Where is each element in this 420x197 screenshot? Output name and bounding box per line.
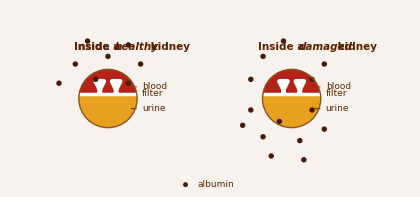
Circle shape: [126, 42, 131, 48]
Circle shape: [322, 126, 327, 132]
Circle shape: [262, 69, 321, 128]
Text: filter: filter: [318, 89, 347, 98]
Text: urine: urine: [315, 104, 349, 113]
Circle shape: [93, 77, 98, 82]
Circle shape: [309, 107, 315, 113]
Circle shape: [126, 80, 131, 86]
Circle shape: [85, 38, 90, 44]
Text: filter: filter: [134, 89, 163, 98]
Text: blood: blood: [319, 82, 351, 91]
Polygon shape: [79, 69, 137, 94]
Circle shape: [322, 61, 327, 67]
Text: kidney: kidney: [334, 42, 378, 52]
Text: albumin: albumin: [197, 180, 234, 189]
Text: kidney: kidney: [147, 42, 190, 52]
Circle shape: [56, 80, 62, 86]
Circle shape: [281, 38, 286, 44]
Text: damaged: damaged: [299, 42, 352, 52]
Circle shape: [248, 77, 254, 82]
Circle shape: [248, 107, 254, 113]
Text: Inside a: Inside a: [74, 42, 124, 52]
Circle shape: [105, 54, 111, 59]
Text: urine: urine: [131, 104, 165, 113]
Circle shape: [301, 157, 307, 163]
Circle shape: [183, 182, 188, 187]
Text: healthy: healthy: [115, 42, 159, 52]
Text: Inside a: Inside a: [257, 42, 307, 52]
Circle shape: [260, 54, 266, 59]
Text: Inside a: Inside a: [74, 42, 124, 52]
Polygon shape: [263, 69, 320, 94]
Text: blood: blood: [136, 82, 167, 91]
Circle shape: [297, 138, 302, 143]
Circle shape: [277, 119, 282, 124]
Circle shape: [240, 123, 245, 128]
Circle shape: [260, 134, 266, 139]
Circle shape: [268, 153, 274, 159]
Circle shape: [138, 61, 143, 67]
Circle shape: [79, 69, 137, 128]
Circle shape: [309, 77, 315, 82]
Circle shape: [73, 61, 78, 67]
